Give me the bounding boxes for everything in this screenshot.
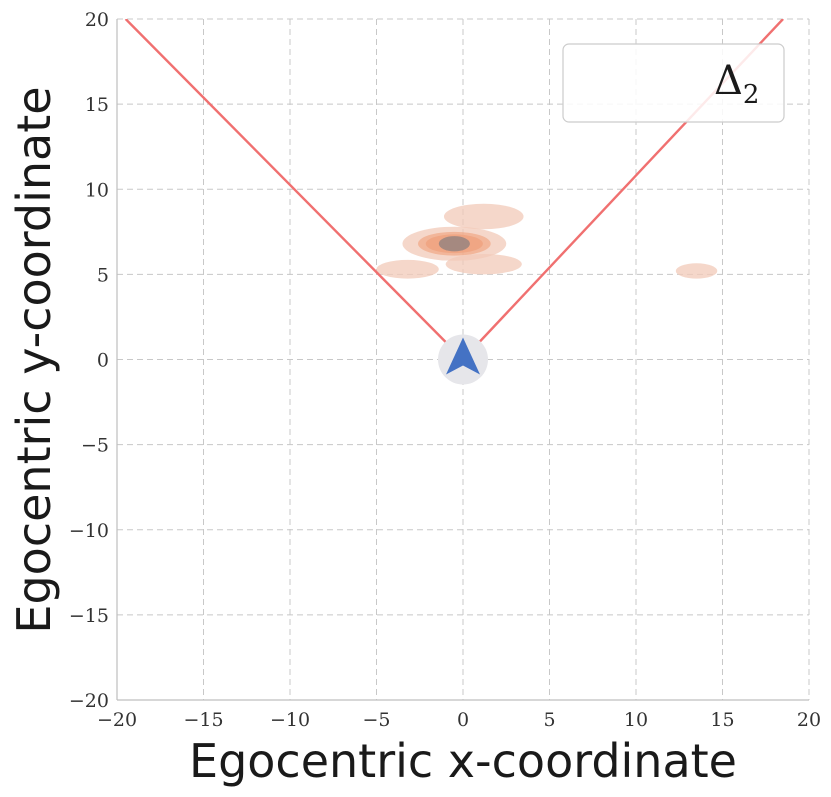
x-tick-label: 15 <box>710 709 734 731</box>
agent-marker <box>438 334 488 385</box>
axes <box>116 19 809 701</box>
y-tick-label: 0 <box>97 350 109 372</box>
legend-label: Δ <box>714 58 743 104</box>
legend: Δ2 <box>562 43 785 123</box>
density-peak <box>438 236 470 252</box>
x-tick-label: −5 <box>362 709 390 731</box>
y-tick-labels: −20 −15 −10 −5 0 5 10 15 20 <box>69 9 109 712</box>
x-tick-label: 5 <box>543 709 555 731</box>
x-tick-label: −10 <box>270 709 310 731</box>
arrow-up-icon <box>446 337 480 375</box>
grid-lines <box>116 18 810 701</box>
y-tick-label: −10 <box>69 520 109 542</box>
y-tick-label: −5 <box>81 435 109 457</box>
y-tick-label: 10 <box>85 179 109 201</box>
x-tick-label: 0 <box>457 709 469 731</box>
y-tick-label: 20 <box>85 9 109 31</box>
x-tick-label: 10 <box>624 709 648 731</box>
density-contour <box>675 263 718 279</box>
x-tick-label: −15 <box>183 709 223 731</box>
x-tick-label: 20 <box>797 709 821 731</box>
y-tick-label: −20 <box>69 690 109 712</box>
y-tick-label: −15 <box>69 605 109 627</box>
density-contour <box>443 203 524 230</box>
x-tick-labels: −20 −15 −10 −5 0 5 10 15 20 <box>97 709 821 731</box>
y-tick-label: 5 <box>97 264 109 286</box>
y-tick-label: 15 <box>85 94 109 116</box>
x-tick-label: −20 <box>97 709 137 731</box>
density-layer <box>376 203 718 279</box>
density-contour <box>445 253 522 275</box>
legend-box <box>562 43 785 123</box>
legend-subscript: 2 <box>743 80 760 110</box>
legend-entry: Δ2 <box>714 58 759 110</box>
fov-line-left <box>124 19 464 361</box>
density-contour <box>376 259 439 279</box>
y-axis-label: Egocentric y-coordinate <box>7 86 61 633</box>
x-axis-label: Egocentric x-coordinate <box>189 734 737 788</box>
